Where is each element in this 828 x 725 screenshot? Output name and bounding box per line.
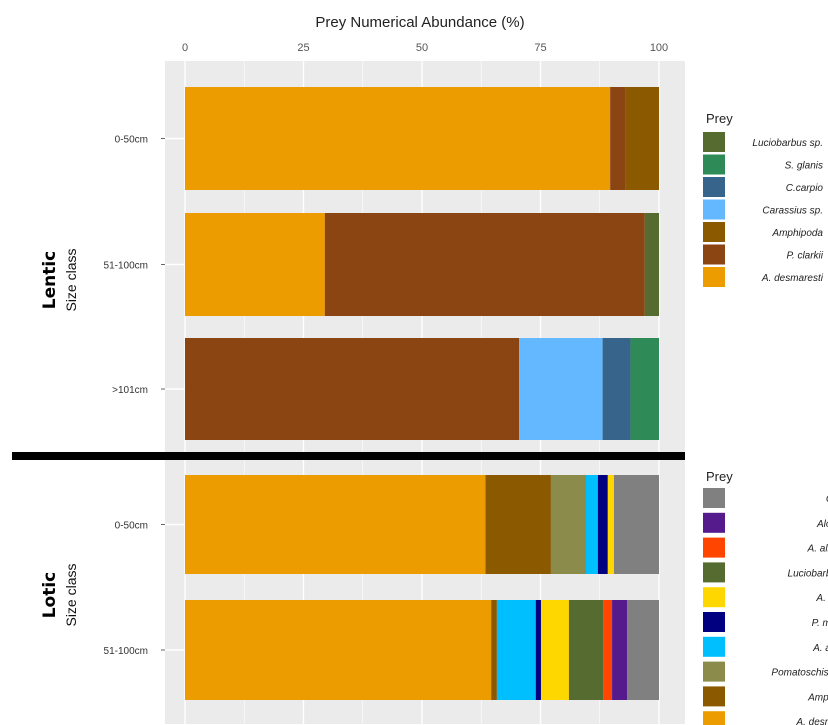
legend-swatch bbox=[703, 512, 725, 533]
legend-swatch bbox=[703, 154, 725, 175]
x-axis-ticks: 0 25 50 75 100 bbox=[182, 42, 668, 54]
legend-label: Carassius sp. bbox=[762, 206, 823, 217]
bar-segment bbox=[185, 87, 611, 190]
bar-segment bbox=[185, 475, 486, 574]
panel-divider bbox=[12, 452, 685, 460]
bar-segment bbox=[586, 475, 598, 574]
legend-swatch bbox=[703, 587, 725, 608]
category-label: 0-50cm bbox=[115, 135, 148, 146]
legend-swatch bbox=[703, 636, 725, 657]
legends: Prey Luciobarbus sp. S. glanis C.carpio Cara… bbox=[703, 111, 828, 725]
legend-title: Prey bbox=[706, 469, 733, 484]
size-class-label: Size class bbox=[63, 248, 79, 311]
legend-label: P. mari bbox=[812, 618, 828, 629]
lotic-panel: 0-50cm 51-100cm Lotic Size class bbox=[40, 460, 685, 724]
bar-segment bbox=[612, 600, 628, 700]
bar-segment bbox=[535, 600, 541, 700]
bar-segment bbox=[550, 475, 587, 574]
size-class-label: Size class bbox=[63, 563, 79, 626]
bar-segment bbox=[491, 600, 497, 700]
bar-segment bbox=[644, 213, 659, 316]
category-label: 51-100cm bbox=[104, 261, 148, 272]
category-label: 0-50cm bbox=[115, 521, 148, 532]
legend-swatch bbox=[703, 132, 725, 152]
legend-swatch bbox=[703, 686, 725, 707]
legend-label: A. ang bbox=[812, 643, 828, 654]
legend-swatch bbox=[703, 177, 725, 197]
legend-label: Alosa bbox=[816, 519, 828, 530]
x-tick-label: 100 bbox=[650, 42, 668, 54]
legend-title: Prey bbox=[706, 111, 733, 126]
x-tick-label: 75 bbox=[534, 42, 546, 54]
legend-label: A. desmar bbox=[795, 717, 828, 725]
bar-segment bbox=[627, 600, 659, 700]
bar-segment bbox=[625, 87, 659, 190]
bar-segment bbox=[630, 338, 659, 440]
lotic-legend: Prey Oth Alosa A. albur Luciobarbus A. boj P. … bbox=[703, 469, 828, 725]
bar-segment bbox=[185, 338, 520, 440]
legend-label: P. clarkii bbox=[787, 251, 824, 262]
bar-segment bbox=[540, 600, 569, 700]
bar-segment bbox=[324, 213, 645, 316]
bar-segment bbox=[185, 213, 325, 316]
legend-swatch bbox=[703, 562, 725, 583]
bar-segment bbox=[613, 475, 659, 574]
bar-segment bbox=[496, 600, 536, 700]
legend-swatch bbox=[703, 244, 725, 265]
legend-swatch bbox=[703, 661, 725, 682]
legend-swatch bbox=[703, 612, 725, 632]
legend-swatch bbox=[703, 222, 725, 242]
legend-swatch bbox=[703, 711, 725, 725]
legend-label: S. glanis bbox=[785, 161, 823, 172]
lentic-panel: 0-50cm 51-100cm >101cm Lentic Size class bbox=[40, 61, 685, 452]
bar-segment bbox=[485, 475, 551, 574]
category-label: 51-100cm bbox=[104, 646, 148, 657]
legend-label: Luciobarbus bbox=[788, 568, 828, 579]
legend-swatch bbox=[703, 537, 725, 558]
x-tick-label: 0 bbox=[182, 42, 188, 54]
legend-label: A. albur bbox=[807, 544, 828, 555]
chart-title: Prey Numerical Abundance (%) bbox=[315, 14, 524, 31]
legend-label: A. boj bbox=[815, 593, 828, 604]
bar-segment bbox=[607, 475, 614, 574]
bar-segment bbox=[610, 87, 626, 190]
legend-label: A. desmaresti bbox=[761, 273, 824, 284]
bar-segment bbox=[568, 600, 604, 700]
bar-segment bbox=[519, 338, 603, 440]
legend-label: Amphip bbox=[807, 692, 828, 703]
bar-segment bbox=[185, 600, 492, 700]
legend-label: Luciobarbus sp. bbox=[752, 138, 823, 149]
category-label: >101cm bbox=[112, 385, 148, 396]
legend-swatch bbox=[703, 199, 725, 220]
lentic-legend: Prey Luciobarbus sp. S. glanis C.carpio Cara… bbox=[703, 111, 824, 287]
legend-label: C.carpio bbox=[786, 183, 824, 194]
bar-segment bbox=[602, 338, 631, 440]
legend-label: Amphipoda bbox=[771, 228, 823, 239]
x-tick-label: 50 bbox=[416, 42, 428, 54]
legend-label: Oth bbox=[826, 494, 828, 505]
bar-segment bbox=[603, 600, 613, 700]
legend-label: Pomatoschistus bbox=[771, 668, 828, 679]
legend-swatch bbox=[703, 488, 725, 508]
bar-segment bbox=[597, 475, 608, 574]
x-tick-label: 25 bbox=[297, 42, 309, 54]
panel-label: Lotic bbox=[40, 572, 60, 619]
legend-swatch bbox=[703, 267, 725, 287]
panel-label: Lentic bbox=[40, 251, 60, 310]
